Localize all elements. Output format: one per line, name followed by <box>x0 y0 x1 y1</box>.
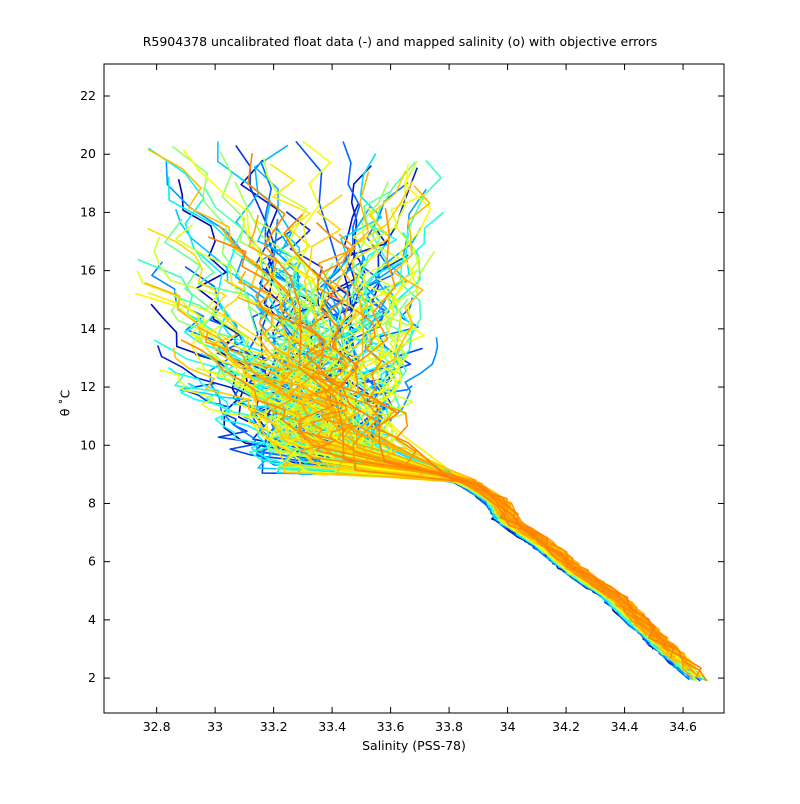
y-tick-label: 22 <box>80 88 96 103</box>
x-tick-label: 34.4 <box>611 719 639 734</box>
profiles-layer <box>134 140 710 682</box>
y-tick-label: 2 <box>88 670 96 685</box>
x-axis-label: Salinity (PSS-78) <box>362 738 466 753</box>
x-tick-label: 33 <box>207 719 223 734</box>
y-tick-label: 14 <box>80 321 96 336</box>
x-tick-label: 33.8 <box>435 719 463 734</box>
y-tick-label: 8 <box>88 495 96 510</box>
axes-frame <box>103 63 725 714</box>
x-tick-label: 33.2 <box>260 719 288 734</box>
x-tick-label: 34.2 <box>552 719 580 734</box>
y-tick-label: 6 <box>88 554 96 569</box>
y-tick-label: 4 <box>88 612 96 627</box>
y-tick-label: 12 <box>80 379 96 394</box>
y-tick-label: 18 <box>80 204 96 219</box>
x-tick-label: 32.8 <box>143 719 171 734</box>
chart-title: R5904378 uncalibrated float data (-) and… <box>142 34 658 49</box>
ticks-layer: 32.8 33 33.2 33.4 33.6 33.8 34 34.2 34.4 34.6 2 4 6 8… <box>80 64 724 734</box>
profile-line <box>180 339 665 637</box>
y-axis-label: θ ˚C <box>57 389 73 417</box>
y-tick-label: 10 <box>80 437 96 452</box>
y-tick-label: 20 <box>80 146 96 161</box>
x-tick-label: 34.6 <box>669 719 697 734</box>
x-tick-label: 34 <box>500 719 516 734</box>
y-tick-label: 16 <box>80 263 96 278</box>
x-tick-label: 33.6 <box>377 719 405 734</box>
x-tick-label: 33.4 <box>318 719 346 734</box>
profile-line <box>283 213 675 659</box>
